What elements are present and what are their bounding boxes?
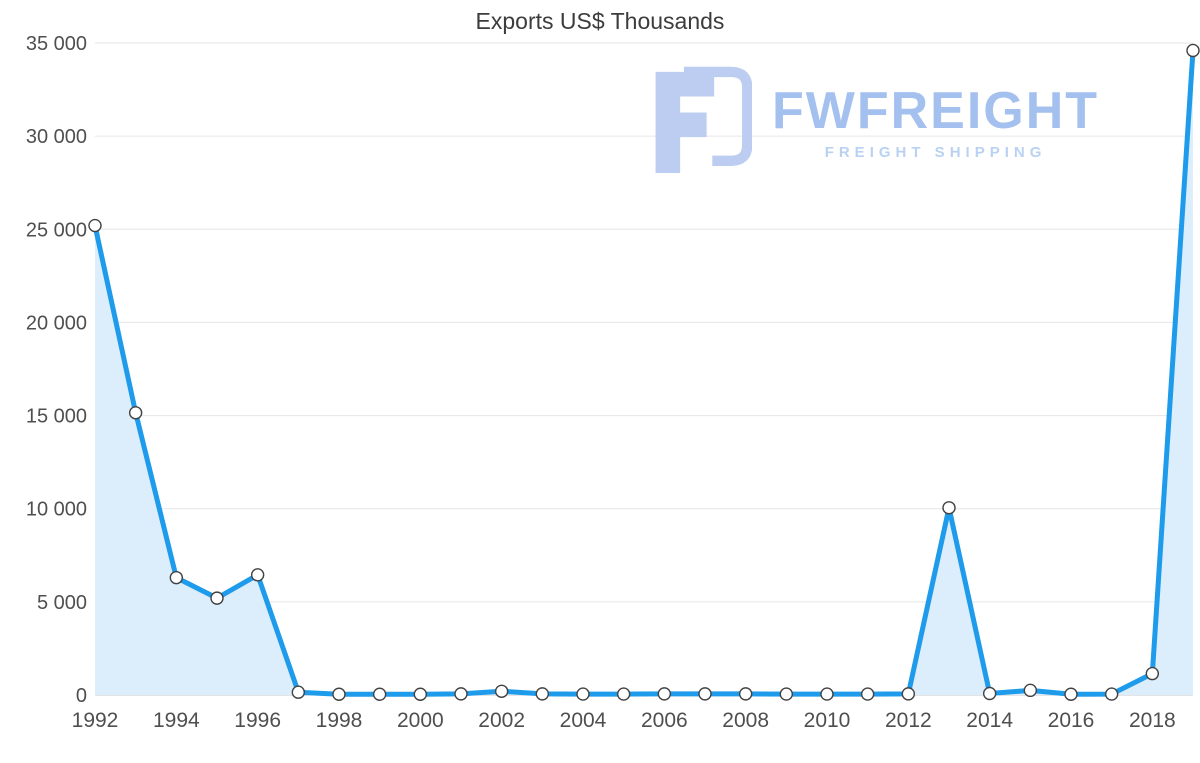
y-axis-label: 10 000 <box>26 499 87 521</box>
data-point-marker <box>535 687 550 701</box>
data-point-marker <box>210 591 224 605</box>
x-axis-label: 1992 <box>72 709 119 732</box>
data-point-marker <box>1023 683 1038 698</box>
data-point-marker <box>250 568 265 582</box>
data-point-marker <box>942 501 956 515</box>
data-point-marker <box>372 687 387 701</box>
data-point-marker <box>779 687 794 701</box>
y-axis-label: 5 000 <box>37 592 87 614</box>
data-point-marker <box>169 570 184 585</box>
series-line <box>92 47 1196 697</box>
y-axis-label: 0 <box>76 685 87 707</box>
data-point-marker <box>860 687 875 701</box>
y-axis-label: 30 000 <box>26 126 87 148</box>
x-axis-label: 2006 <box>641 709 688 732</box>
data-point-marker <box>494 684 509 698</box>
data-point-marker <box>1145 666 1160 681</box>
x-axis-label: 2010 <box>804 709 851 732</box>
data-point-marker <box>820 687 834 701</box>
data-point-marker <box>901 687 916 701</box>
data-point-marker <box>1064 687 1078 701</box>
data-point-marker <box>454 687 468 701</box>
x-axis-label: 2016 <box>1048 709 1095 732</box>
y-axis-label: 15 000 <box>26 406 87 428</box>
x-axis-label: 2000 <box>397 709 444 732</box>
chart-title: Exports US$ Thousands <box>475 8 725 34</box>
x-axis-label: 2004 <box>560 709 607 732</box>
x-axis-label: 1994 <box>153 709 200 732</box>
data-point-marker <box>698 687 712 701</box>
x-axis-label: 1996 <box>234 709 281 732</box>
data-point-marker <box>982 686 997 701</box>
data-point-marker <box>1186 43 1200 58</box>
data-point-marker <box>332 687 346 701</box>
x-axis-label: 1998 <box>316 709 363 732</box>
data-point-marker <box>128 406 143 420</box>
data-point-marker <box>291 685 306 699</box>
y-axis-label: 25 000 <box>26 219 87 241</box>
x-axis-label: 2018 <box>1129 709 1176 732</box>
x-axis-label: 2002 <box>478 709 525 732</box>
series-area-fill <box>95 50 1193 696</box>
data-point-marker <box>88 218 102 233</box>
x-axis-label: 2008 <box>722 709 769 732</box>
data-point-marker <box>413 687 428 701</box>
data-point-marker <box>738 687 753 701</box>
data-point-marker <box>576 687 590 701</box>
data-point-marker <box>1104 687 1119 701</box>
data-point-marker <box>657 687 672 701</box>
y-axis-label: 35 000 <box>26 33 87 55</box>
data-point-marker <box>616 687 631 701</box>
y-axis-label: 20 000 <box>26 312 87 334</box>
x-axis-label: 2012 <box>885 709 932 732</box>
x-axis-label: 2014 <box>966 709 1013 732</box>
